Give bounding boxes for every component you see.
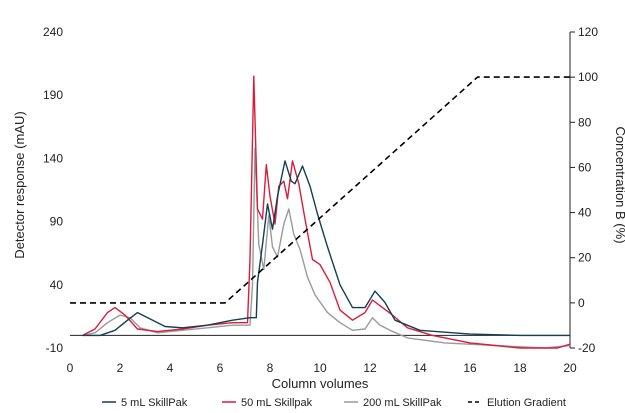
y-tick-label: 40 <box>50 278 64 292</box>
legend-label: 5 mL SkillPak <box>121 397 188 409</box>
y2-tick-label: 20 <box>578 251 592 265</box>
y-tick-label: 190 <box>43 88 63 102</box>
y2-tick-labels: -20 0 20 40 60 80 100 120 <box>570 25 598 355</box>
y2-tick-label: 60 <box>578 160 592 174</box>
series-line-50-ml-skillpak <box>82 75 571 349</box>
x-tick-label: 12 <box>363 361 377 375</box>
legend-label: 200 mL SkillPak <box>363 397 442 409</box>
y-tick-labels: -10 40 90 140 190 240 <box>43 25 63 355</box>
x-tick-label: 14 <box>413 361 427 375</box>
legend-label: Elution Gradient <box>487 397 566 409</box>
y-tick-label: 90 <box>50 215 64 229</box>
x-tick-label: 16 <box>463 361 477 375</box>
y-tick-label: -10 <box>46 341 64 355</box>
y-axis-title: Detector response (mAU) <box>12 111 27 258</box>
series-line-5-ml-skillpak <box>82 160 570 337</box>
legend-label: 50 mL Skillpak <box>241 397 313 409</box>
y2-tick-label: 0 <box>578 296 585 310</box>
x-tick-label: 4 <box>167 361 174 375</box>
series-line-elution-gradient <box>70 76 570 304</box>
series-line-200-ml-skillpak <box>82 147 571 349</box>
y2-tick-label: -20 <box>578 341 596 355</box>
plot-area: 0 2 4 6 8 10 12 14 16 18 20 -10 40 90 140 190 240 -20 0 2… <box>43 25 598 375</box>
y-tick-label: 140 <box>43 151 63 165</box>
series-group <box>70 75 571 349</box>
x-tick-labels: 0 2 4 6 8 10 12 14 16 18 20 <box>67 361 577 375</box>
x-tick-label: 6 <box>217 361 224 375</box>
y2-axis-title: Concentration B (%) <box>613 126 625 243</box>
x-tick-label: 0 <box>67 361 74 375</box>
x-tick-label: 20 <box>563 361 577 375</box>
y-tick-label: 240 <box>43 25 63 39</box>
y2-tick-label: 120 <box>578 25 598 39</box>
legend: 5 mL SkillPak 50 mL Skillpak 200 mL SkillP… <box>102 397 566 409</box>
x-tick-label: 18 <box>513 361 527 375</box>
x-axis-title: Column volumes <box>272 376 369 391</box>
y2-tick-label: 40 <box>578 206 592 220</box>
x-tick-label: 8 <box>267 361 274 375</box>
x-tick-label: 10 <box>313 361 327 375</box>
y2-tick-label: 100 <box>578 70 598 84</box>
y2-tick-label: 80 <box>578 115 592 129</box>
x-tick-label: 2 <box>117 361 124 375</box>
